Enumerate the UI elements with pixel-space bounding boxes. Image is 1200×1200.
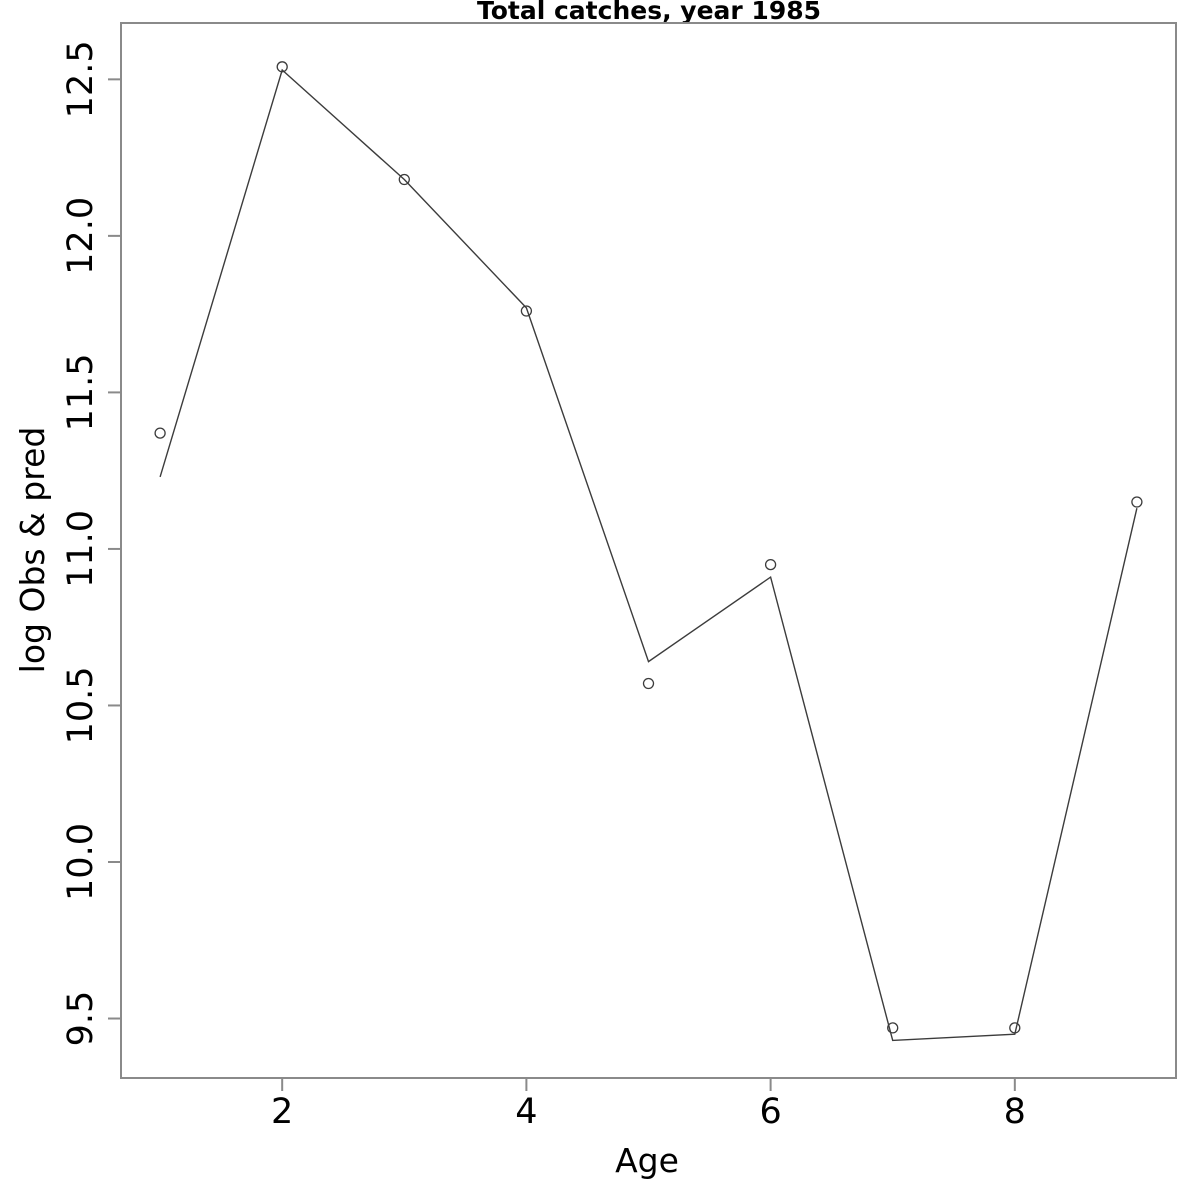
y-tick-label: 9.5 [61, 991, 101, 1047]
plot-box [120, 22, 1177, 1079]
y-tick-label: 11.5 [61, 353, 101, 431]
x-tick-label: 4 [515, 1092, 537, 1132]
y-tick-label: 10.5 [61, 666, 101, 744]
x-axis: 2 4 6 8 [271, 1078, 1026, 1132]
x-tick-label: 6 [759, 1092, 781, 1132]
y-axis-label: log Obs & pred [13, 427, 52, 674]
data-point-age-4 [520, 305, 533, 317]
chart-title: Total catches, year 1985 [477, 0, 821, 25]
data-point-age-8 [1009, 1022, 1021, 1034]
data-point-age-6 [764, 558, 777, 571]
observed-points-series [154, 61, 1143, 1034]
y-tick-label: 12.5 [61, 40, 101, 118]
x-tick-label: 2 [271, 1092, 293, 1132]
prediction-line [159, 68, 1138, 1042]
x-tick-label: 8 [1004, 1092, 1026, 1132]
data-point-age-3 [398, 173, 410, 186]
x-axis-label: Age [615, 1141, 679, 1180]
plot-border [120, 22, 1177, 1079]
y-tick-label: 11.0 [61, 510, 101, 588]
data-point-age-2 [276, 61, 288, 73]
data-point-age-1 [154, 427, 166, 439]
data-point-age-7 [887, 1022, 899, 1034]
data-point-age-5 [642, 677, 655, 690]
predicted-line-series [159, 68, 1138, 1042]
y-tick-label: 10.0 [61, 823, 101, 901]
data-point-age-9 [1131, 496, 1143, 508]
y-axis: 9.5 10.0 10.5 11.0 11.5 12.0 12.5 [61, 40, 121, 1046]
y-tick-label: 12.0 [61, 197, 101, 275]
